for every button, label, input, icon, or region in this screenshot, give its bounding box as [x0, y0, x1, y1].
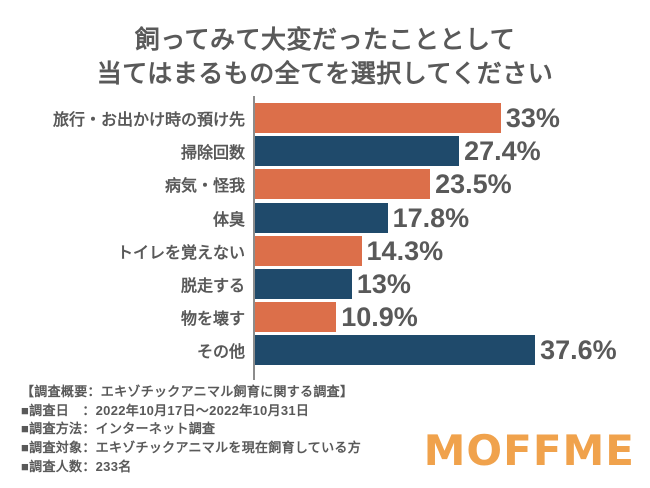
chart-title-line2: 当てはまるもの全てを選択してください [96, 60, 554, 88]
bar-category-label: その他 [196, 344, 245, 362]
bar-row: 旅行・お出かけ時の預け先 33% [0, 103, 650, 133]
bar [255, 268, 352, 299]
bar-category-label: 脱走する [180, 277, 245, 295]
bar-row: トイレを覚えない 14.3% [0, 235, 650, 266]
chart-title: 飼ってみて大変だったこととして 当てはまるもの全てを選択してください [0, 0, 650, 91]
bar-category-label: トイレを覚えない [116, 244, 245, 262]
bar-chart: 旅行・お出かけ時の預け先 33% 掃除回数 27.4% 病気・怪我 23.5% 体臭 17.8… [0, 103, 650, 369]
bar-value-label: 27.4% [464, 136, 541, 167]
bar-row: その他 37.6% [0, 335, 650, 366]
survey-info-line: ■調査方法：インターネット調査 [21, 421, 216, 437]
y-axis-line [253, 96, 255, 380]
bar-value-label: 14.3% [366, 235, 444, 266]
bar [255, 335, 536, 366]
bar [255, 136, 460, 167]
bar-row: 掃除回数 27.4% [0, 136, 650, 167]
bar-category-label: 旅行・お出かけ時の預け先 [52, 112, 245, 129]
bar-category-label: 物を壊す [180, 311, 245, 329]
bar-row: 病気・怪我 23.5% [0, 169, 650, 200]
bar-category-label: 病気・怪我 [164, 178, 245, 196]
bar [255, 302, 337, 333]
bar-row: 脱走する 13% [0, 268, 650, 299]
bar [255, 169, 431, 200]
bar-row: 体臭 17.8% [0, 202, 650, 233]
bar-value-label: 33% [505, 103, 560, 133]
survey-info-line: ■調査人数：233名 [21, 458, 132, 474]
bar [255, 202, 388, 233]
survey-info-line: ■調査対象：エキゾチックアニマルを現在飼育している方 [21, 440, 362, 456]
chart-title-line1: 飼ってみて大変だったこととして [134, 26, 516, 54]
survey-info-line: ■調査日 ：2022年10月17日〜2022年10月31日 [21, 402, 310, 418]
bar-row: 物を壊す 10.9% [0, 302, 650, 333]
bar [255, 103, 501, 133]
bar-value-label: 10.9% [341, 302, 418, 333]
bar-value-label: 13% [356, 268, 411, 299]
bar-value-label: 37.6% [540, 335, 617, 366]
bar [255, 235, 362, 266]
bar-value-label: 23.5% [435, 169, 512, 200]
survey-info-block: 【調査概要：エキゾチックアニマル飼育に関する調査】 ■調査日 ：2022年10月1… [21, 383, 361, 477]
survey-info-line: 【調査概要：エキゾチックアニマル飼育に関する調査】 [21, 384, 354, 399]
bar-value-label: 17.8% [392, 202, 470, 233]
moffme-logo: MOFFME [423, 426, 635, 475]
bar-category-label: 掃除回数 [180, 145, 245, 163]
bar-category-label: 体臭 [212, 211, 245, 229]
